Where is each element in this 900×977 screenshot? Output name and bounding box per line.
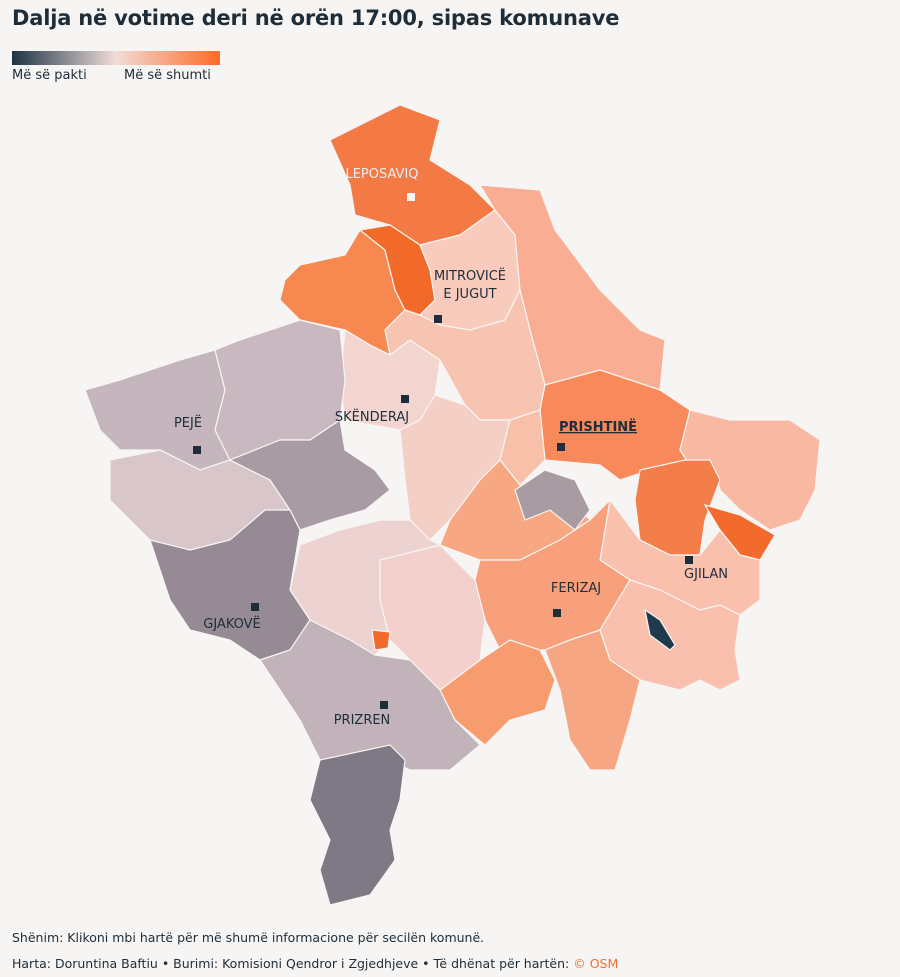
legend-low: Më së pakti — [12, 68, 87, 83]
city-marker — [685, 556, 693, 564]
city-marker — [407, 193, 415, 201]
municipality[interactable] — [644, 608, 676, 651]
city-label: GJILAN — [684, 567, 728, 582]
legend-high: Më së shumti — [124, 68, 211, 83]
city-marker — [557, 443, 565, 451]
municipality[interactable] — [499, 409, 546, 486]
city-label: SKËNDERAJ — [335, 409, 409, 425]
municipality[interactable] — [634, 459, 721, 556]
city-label: E JUGUT — [443, 287, 496, 302]
title: Dalja në votime deri në orën 17:00, sipa… — [12, 6, 620, 30]
city-label: PRIZREN — [334, 713, 391, 728]
city-marker — [401, 395, 409, 403]
city-label: MITROVICË — [434, 268, 506, 284]
footnote: Shënim: Klikoni mbi hartë për më shumë i… — [12, 930, 485, 945]
municipality[interactable] — [371, 629, 391, 651]
city-label: GJAKOVË — [203, 616, 261, 632]
municipality[interactable] — [544, 629, 641, 771]
city-label: FERIZAJ — [551, 581, 601, 596]
credits: Harta: Doruntina Baftiu • Burimi: Komisi… — [12, 956, 570, 971]
municipality[interactable] — [599, 579, 741, 691]
municipality[interactable] — [439, 639, 556, 746]
legend-gradient — [12, 51, 220, 65]
city-label: PEJË — [174, 415, 202, 431]
city-marker — [553, 609, 561, 617]
city-marker — [251, 603, 259, 611]
credits-line: Harta: Doruntina Baftiu • Burimi: Komisi… — [12, 956, 618, 971]
city-label: LEPOSAVIQ — [345, 167, 418, 182]
municipality[interactable] — [514, 469, 591, 531]
city-marker — [380, 701, 388, 709]
municipality[interactable] — [259, 619, 481, 771]
municipality[interactable] — [149, 509, 311, 661]
municipality[interactable] — [309, 744, 406, 906]
city-label: PRISHTINË — [559, 419, 637, 435]
osm-link[interactable]: © OSM — [573, 956, 619, 971]
city-marker — [193, 446, 201, 454]
municipality[interactable] — [228, 418, 391, 531]
city-marker — [434, 315, 442, 323]
